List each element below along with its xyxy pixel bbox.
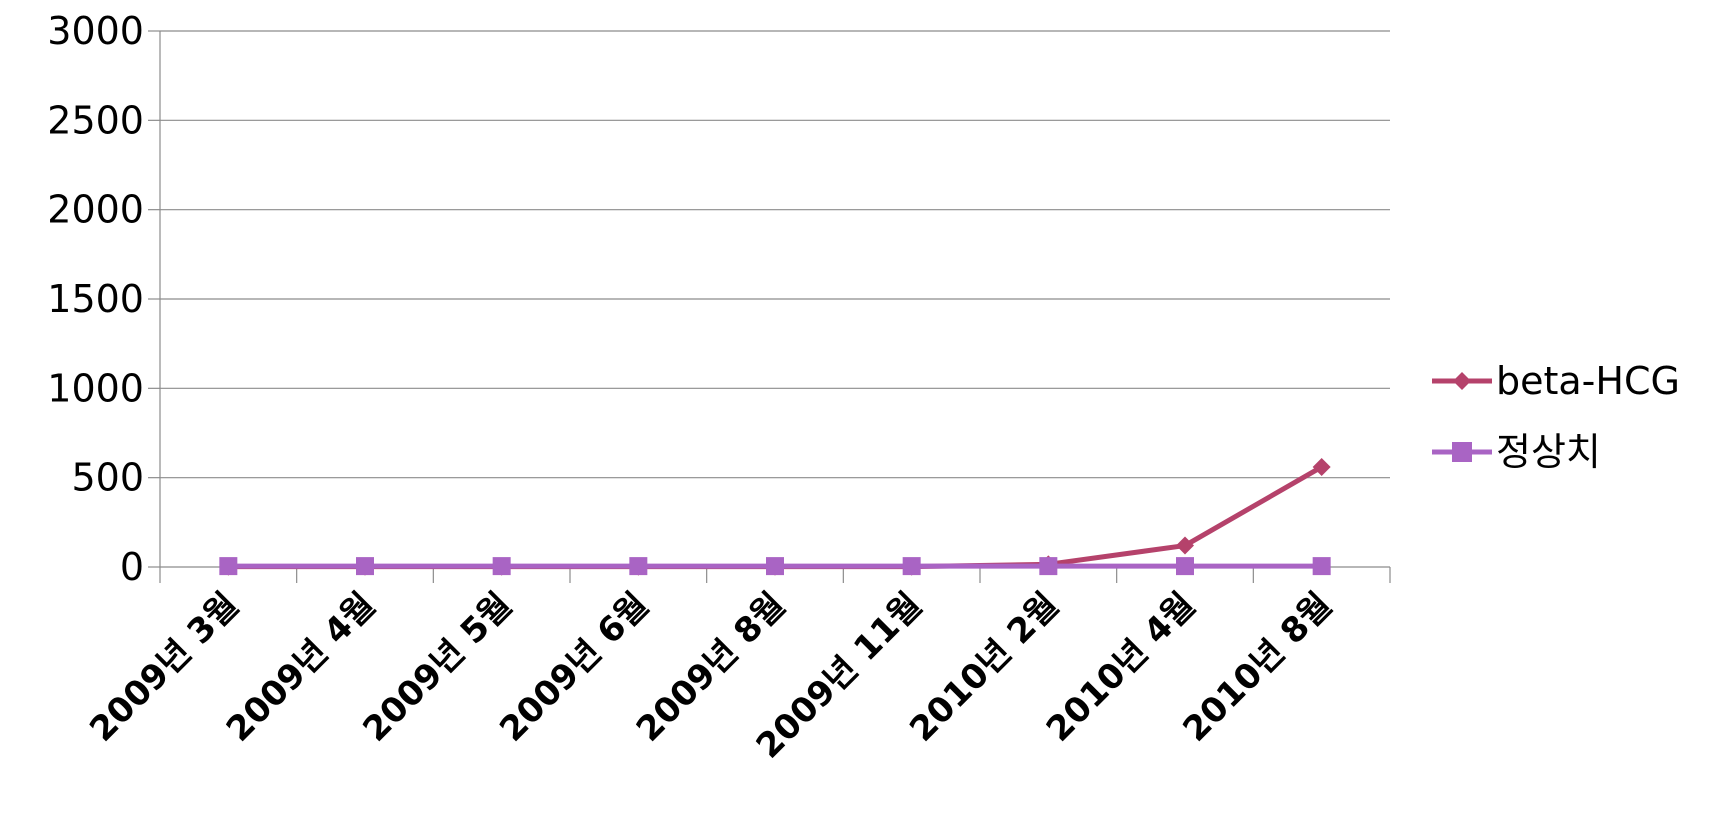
y-tick-label: 2500 [47, 98, 144, 142]
legend-marker [1453, 372, 1471, 390]
legend-label: beta-HCG [1496, 359, 1680, 403]
series-lines [219, 457, 1331, 576]
data-point [1176, 536, 1194, 555]
data-point [766, 557, 784, 576]
series-line [228, 464, 1323, 570]
data-point [356, 557, 374, 576]
data-point [1312, 457, 1331, 476]
data-point [1312, 557, 1331, 576]
data-point [1039, 557, 1058, 576]
y-tick-label: 500 [71, 456, 144, 500]
gridlines [160, 30, 1390, 479]
data-point [902, 557, 921, 576]
data-point [1176, 557, 1194, 576]
series-1 [219, 557, 1331, 576]
legend-marker [1452, 442, 1472, 462]
data-point [219, 557, 238, 576]
data-point [492, 557, 511, 576]
legend: beta-HCG 정상치 [1432, 359, 1680, 474]
y-axis-ticks: 0 500 1000 1500 2000 2500 3000 [47, 9, 144, 589]
y-tick-label: 3000 [47, 9, 144, 53]
y-tick-label: 1500 [47, 277, 144, 321]
data-point [629, 557, 648, 576]
legend-label: 정상치 [1496, 430, 1601, 474]
axes [148, 30, 1391, 583]
y-tick-label: 1000 [47, 366, 144, 410]
y-tick-label: 0 [120, 545, 144, 589]
y-tick-label: 2000 [47, 188, 144, 232]
x-tick-label: 2010년 8월 [1175, 585, 1340, 750]
